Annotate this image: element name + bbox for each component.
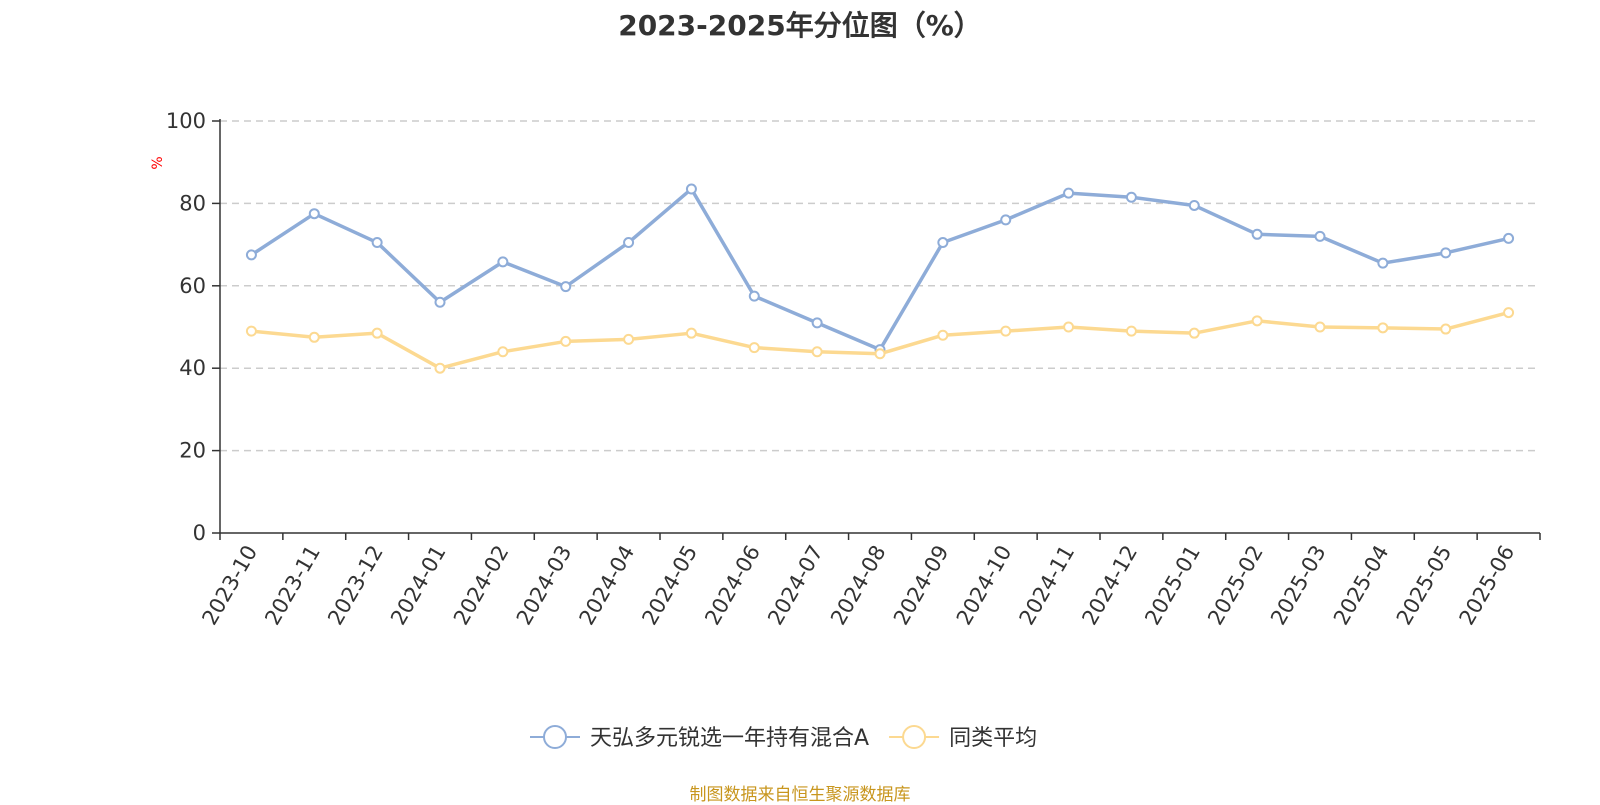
y-tick-label: 100 <box>166 109 206 133</box>
y-tick-label: 60 <box>179 274 206 298</box>
x-tick-label: 2024-01 <box>386 541 451 629</box>
data-point[interactable] <box>811 346 823 358</box>
data-point[interactable] <box>1063 187 1075 199</box>
grid-lines <box>220 120 1540 452</box>
data-point[interactable] <box>308 208 320 220</box>
data-point[interactable] <box>1440 247 1452 259</box>
data-point[interactable] <box>1251 315 1263 327</box>
data-point[interactable] <box>748 342 760 354</box>
legend: 天弘多元锐选一年持有混合A 同类平均 <box>530 725 1037 751</box>
series-2 <box>245 307 1515 374</box>
data-point[interactable] <box>308 331 320 343</box>
data-point[interactable] <box>560 335 572 347</box>
data-point[interactable] <box>497 256 509 268</box>
x-tick-label: 2024-07 <box>763 541 828 629</box>
x-tick-label: 2025-04 <box>1329 541 1394 629</box>
data-point[interactable] <box>937 237 949 249</box>
legend-label: 天弘多元锐选一年持有混合A <box>590 726 869 751</box>
x-tick-label: 2024-09 <box>889 541 954 629</box>
data-point[interactable] <box>1377 322 1389 334</box>
data-point[interactable] <box>434 362 446 374</box>
legend-marker <box>902 725 927 749</box>
x-tick-label: 2025-01 <box>1140 541 1205 629</box>
data-point[interactable] <box>560 281 572 293</box>
x-tick-label: 2024-04 <box>575 541 640 629</box>
x-tick-label: 2024-03 <box>512 541 577 629</box>
data-point[interactable] <box>623 333 635 345</box>
x-tick-label: 2025-05 <box>1392 541 1457 629</box>
data-point[interactable] <box>874 348 886 360</box>
y-axis-label: % <box>150 156 166 169</box>
data-point[interactable] <box>748 290 760 302</box>
data-point[interactable] <box>434 296 446 308</box>
data-point[interactable] <box>1314 230 1326 242</box>
data-point[interactable] <box>1125 325 1137 337</box>
legend-marker <box>543 725 567 749</box>
series-layer <box>245 183 1515 374</box>
data-point[interactable] <box>245 249 257 261</box>
y-tick-label: 20 <box>179 439 206 463</box>
x-tick-label: 2024-08 <box>826 541 891 629</box>
data-point[interactable] <box>1503 307 1515 319</box>
axes: 0 20 40 60 80 100 2023-102023-112023-122024-01… <box>166 109 1541 629</box>
x-tick-label: 2024-11 <box>1015 541 1080 629</box>
x-tick-label: 2024-06 <box>700 541 765 629</box>
y-tick-label: 40 <box>179 356 206 380</box>
data-source-note: 制图数据来自恒生聚源数据库 <box>689 785 911 805</box>
x-tick-label: 2025-06 <box>1455 541 1520 629</box>
data-point[interactable] <box>371 327 383 339</box>
x-tick-label: 2023-11 <box>260 541 325 629</box>
data-point[interactable] <box>1063 321 1075 333</box>
x-tick-label: 2024-10 <box>952 541 1017 629</box>
x-tick-label: 2025-03 <box>1266 541 1331 629</box>
data-point[interactable] <box>937 329 949 341</box>
data-point[interactable] <box>497 346 509 358</box>
data-point[interactable] <box>371 237 383 249</box>
x-tick-label: 2024-12 <box>1077 541 1142 629</box>
data-point[interactable] <box>811 317 823 329</box>
data-point[interactable] <box>1503 232 1515 244</box>
x-tick-label: 2023-10 <box>197 541 262 629</box>
data-point[interactable] <box>245 325 257 337</box>
y-tick-label: 0 <box>193 521 206 545</box>
data-point[interactable] <box>1188 327 1200 339</box>
data-point[interactable] <box>1000 325 1012 337</box>
data-point[interactable] <box>1188 199 1200 211</box>
x-tick-label: 2025-02 <box>1203 541 1268 629</box>
data-point[interactable] <box>1251 228 1263 240</box>
legend-item-2[interactable]: 同类平均 <box>889 725 1037 751</box>
data-point[interactable] <box>1314 321 1326 333</box>
x-tick-label: 2024-05 <box>637 541 702 629</box>
data-point[interactable] <box>623 237 635 249</box>
y-tick-label: 80 <box>179 191 206 215</box>
chart-title: 2023-2025年分位图（%） <box>618 9 982 42</box>
data-point[interactable] <box>1377 257 1389 269</box>
data-point[interactable] <box>1125 191 1137 203</box>
data-point[interactable] <box>1440 323 1452 335</box>
data-point[interactable] <box>685 183 697 195</box>
data-point[interactable] <box>685 327 697 339</box>
legend-item-1[interactable]: 天弘多元锐选一年持有混合A <box>530 725 869 751</box>
legend-label: 同类平均 <box>949 726 1037 751</box>
x-tick-label: 2023-12 <box>323 541 388 629</box>
data-point[interactable] <box>1000 214 1012 226</box>
x-tick-label: 2024-02 <box>449 541 514 629</box>
series-line <box>251 310 1510 370</box>
